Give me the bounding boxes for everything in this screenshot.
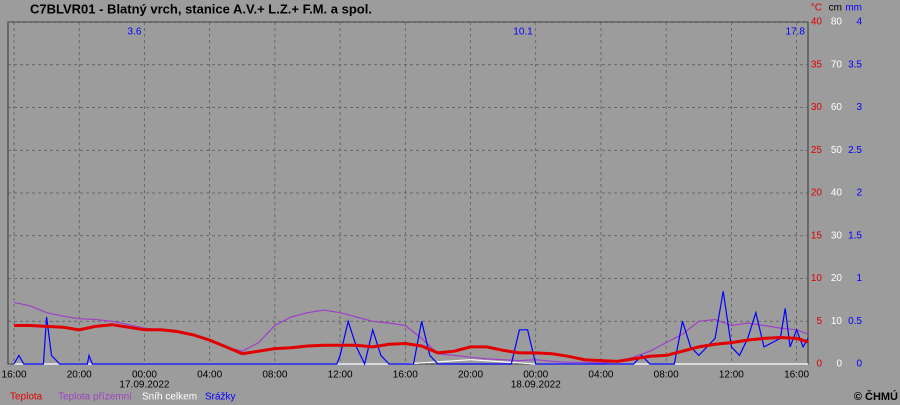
y-tick-label: 20 — [811, 188, 823, 199]
y-tick-label: 0 — [836, 359, 842, 370]
y-tick-label: 0.5 — [848, 316, 862, 327]
x-tick-label: 00:00 — [523, 370, 548, 381]
y-tick-label: 15 — [811, 230, 823, 241]
y-tick-label: 60 — [831, 102, 843, 113]
x-tick-label: 04:00 — [588, 370, 613, 381]
x-tick-label: 20:00 — [67, 370, 92, 381]
series-line — [14, 323, 809, 363]
y-tick-label: 80 — [831, 17, 843, 28]
y-tick-label: 70 — [831, 59, 843, 70]
date-label: 18.09.2022 — [511, 380, 561, 391]
legend-entry: Teplota — [10, 392, 43, 403]
day-total: 17.8 — [786, 27, 806, 38]
y-tick-label: 4 — [856, 17, 862, 28]
y-tick-label: 25 — [811, 145, 823, 156]
y-tick-label: 10 — [811, 273, 823, 284]
y-axis-unit: cm — [829, 3, 842, 14]
x-tick-label: 16:00 — [784, 370, 809, 381]
y-tick-label: 40 — [811, 17, 823, 28]
y-axis-unit: °C — [811, 3, 822, 14]
y-tick-label: 40 — [831, 188, 843, 199]
x-tick-label: 00:00 — [132, 370, 157, 381]
y-tick-label: 5 — [816, 316, 822, 327]
y-tick-label: 30 — [831, 230, 843, 241]
x-tick-label: 08:00 — [262, 370, 287, 381]
y-tick-label: 3 — [856, 102, 862, 113]
y-tick-label: 1 — [856, 273, 862, 284]
legend-entry: Teplota přízemní — [58, 392, 132, 403]
x-tick-label: 20:00 — [458, 370, 483, 381]
legend-entry: Sníh celkem — [142, 392, 197, 403]
y-tick-label: 2.5 — [848, 145, 862, 156]
y-tick-label: 0 — [816, 359, 822, 370]
x-tick-label: 08:00 — [654, 370, 679, 381]
y-tick-label: 3.5 — [848, 59, 862, 70]
x-tick-label: 04:00 — [197, 370, 222, 381]
y-axis-unit: mm — [845, 3, 862, 14]
y-tick-label: 35 — [811, 59, 823, 70]
y-tick-label: 50 — [831, 145, 843, 156]
y-tick-label: 0 — [856, 359, 862, 370]
chart-title: C7BLVR01 - Blatný vrch, stanice A.V.+ L.… — [30, 1, 372, 16]
day-total: 3.6 — [128, 27, 142, 38]
y-tick-label: 20 — [831, 273, 843, 284]
x-tick-label: 12:00 — [719, 370, 744, 381]
y-tick-label: 1.5 — [848, 230, 862, 241]
y-tick-label: 2 — [856, 188, 862, 199]
y-tick-label: 10 — [831, 316, 843, 327]
legend-entry: Srážky — [205, 392, 236, 403]
copyright: © ČHMÚ — [854, 390, 898, 403]
day-total: 10.1 — [513, 27, 533, 38]
y-tick-label: 30 — [811, 102, 823, 113]
x-tick-label: 16:00 — [2, 370, 27, 381]
date-label: 17.09.2022 — [119, 380, 169, 391]
series-line — [13, 291, 809, 366]
x-tick-label: 16:00 — [393, 370, 418, 381]
x-tick-label: 12:00 — [328, 370, 353, 381]
